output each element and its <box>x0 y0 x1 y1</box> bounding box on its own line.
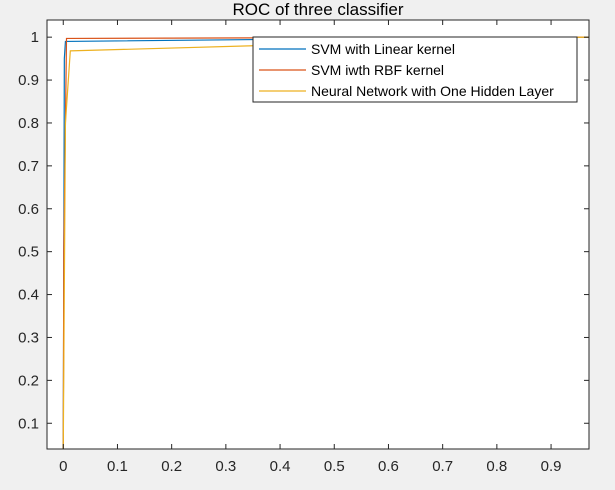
legend-label-3: Neural Network with One Hidden Layer <box>311 83 554 99</box>
legend-box <box>252 36 578 103</box>
y-tick-label: 0.7 <box>18 158 39 175</box>
x-tick-label: 0 <box>59 458 67 475</box>
y-tick-label: 0.9 <box>18 72 39 89</box>
legend: SVM with Linear kernel SVM iwth RBF kerne… <box>252 36 578 103</box>
y-tick-label: 0.3 <box>18 329 39 346</box>
legend-label-1: SVM with Linear kernel <box>311 41 455 57</box>
y-tick-label: 0.4 <box>18 287 39 304</box>
x-tick-label: 0.5 <box>324 458 345 475</box>
y-tick-label: 1 <box>31 29 39 46</box>
x-tick-label: 0.2 <box>161 458 182 475</box>
x-tick-label: 0.7 <box>432 458 453 475</box>
x-tick-label: 0.4 <box>270 458 291 475</box>
axis-frame <box>46 19 590 450</box>
x-tick-label: 0.8 <box>486 458 507 475</box>
legend-label-2: SVM iwth RBF kernel <box>311 62 444 78</box>
x-tick-label: 0.1 <box>107 458 128 475</box>
y-tick-label: 0.2 <box>18 372 39 389</box>
axis-ticks: 0 0.1 0.2 0.3 0.4 0.5 0.6 0.7 0.8 0.9 0.1 0.2 0.3 0.4… <box>18 20 589 475</box>
x-tick-label: 0.3 <box>215 458 236 475</box>
chart-title: ROC of three classifier <box>233 0 404 19</box>
x-tick-label: 0.6 <box>378 458 399 475</box>
y-tick-label: 0.1 <box>18 415 39 432</box>
y-tick-label: 0.8 <box>18 115 39 132</box>
x-tick-label: 0.9 <box>541 458 562 475</box>
y-tick-label: 0.6 <box>18 201 39 218</box>
y-tick-label: 0.5 <box>18 244 39 261</box>
